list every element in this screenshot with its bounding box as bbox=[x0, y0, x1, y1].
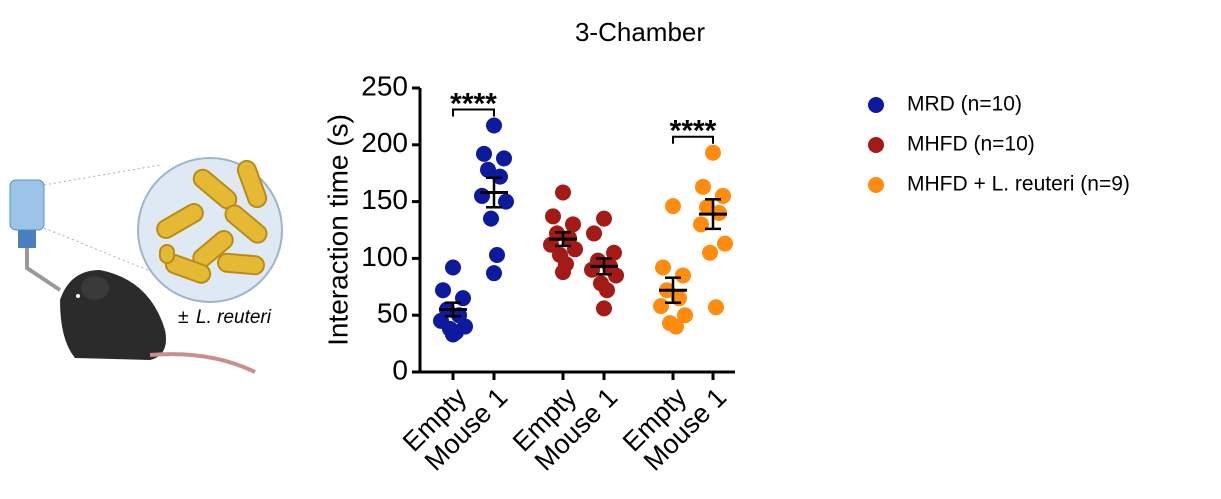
data-point bbox=[486, 117, 502, 134]
y-tick-label: 100 bbox=[361, 241, 408, 272]
data-point bbox=[555, 264, 571, 281]
significance-label: **** bbox=[450, 87, 497, 120]
significance-bracket bbox=[672, 135, 714, 144]
y-tick-label: 200 bbox=[361, 127, 408, 158]
data-point bbox=[474, 187, 490, 204]
y-axis-label: Interaction time (s) bbox=[322, 114, 353, 346]
legend-label: MHFD (n=10) bbox=[907, 133, 1035, 156]
legend-marker bbox=[868, 97, 884, 113]
data-point bbox=[486, 265, 502, 282]
data-point bbox=[655, 259, 671, 276]
data-point bbox=[435, 282, 451, 299]
illustration-label: L. reuteri bbox=[196, 307, 272, 328]
data-point bbox=[705, 144, 721, 161]
legend-marker bbox=[868, 177, 884, 193]
data-point bbox=[489, 246, 505, 263]
data-point bbox=[480, 161, 496, 178]
data-point bbox=[596, 300, 612, 317]
illustration-prefix: ± bbox=[178, 307, 188, 328]
illustration: ± L. reuteri bbox=[9, 157, 283, 374]
data-point bbox=[565, 216, 581, 233]
data-point bbox=[675, 267, 691, 284]
data-point bbox=[445, 259, 461, 276]
legend-label: MRD (n=10) bbox=[907, 93, 1022, 116]
data-point bbox=[599, 282, 615, 299]
legend-marker bbox=[868, 137, 884, 153]
y-tick-label: 0 bbox=[392, 354, 408, 385]
data-point bbox=[498, 193, 514, 210]
chart-title: 3-Chamber bbox=[575, 17, 705, 47]
data-point bbox=[699, 199, 715, 216]
y-tick-label: 250 bbox=[361, 70, 408, 101]
data-point bbox=[496, 150, 512, 167]
data-point bbox=[695, 178, 711, 195]
data-point bbox=[445, 326, 461, 343]
y-tick-label: 150 bbox=[361, 184, 408, 215]
data-point bbox=[476, 145, 492, 162]
data-point bbox=[708, 299, 724, 316]
data-point bbox=[483, 210, 499, 227]
significance-bracket bbox=[452, 108, 495, 117]
data-point bbox=[668, 318, 684, 335]
data-point bbox=[717, 235, 733, 252]
data-point bbox=[606, 244, 622, 261]
data-point bbox=[702, 244, 718, 261]
data-point bbox=[545, 208, 561, 225]
data-point bbox=[608, 267, 624, 284]
significance-label: **** bbox=[670, 115, 717, 148]
data-point bbox=[653, 298, 669, 315]
y-tick-label: 50 bbox=[377, 298, 408, 329]
data-point bbox=[677, 307, 693, 324]
data-point bbox=[715, 187, 731, 204]
data-point bbox=[596, 210, 612, 227]
legend-label: MHFD + L. reuteri (n=9) bbox=[907, 173, 1130, 196]
data-point bbox=[665, 198, 681, 215]
data-point bbox=[555, 184, 571, 201]
data-point bbox=[567, 241, 583, 258]
data-point bbox=[586, 225, 602, 242]
